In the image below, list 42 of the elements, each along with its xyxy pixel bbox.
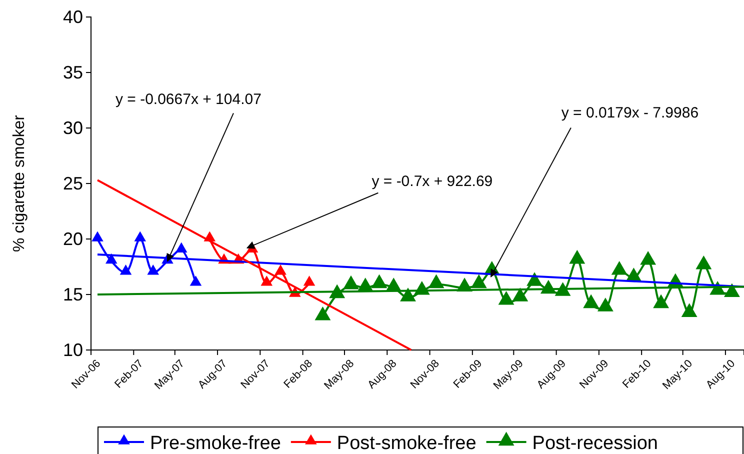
annotation: y = -0.7x + 922.69 [372, 172, 493, 190]
point [147, 264, 159, 275]
point [640, 251, 656, 265]
point [470, 274, 487, 288]
point [526, 272, 542, 286]
y-axis-title: % cigarette smoker [11, 114, 28, 252]
point [120, 264, 132, 275]
y-tick-label: 35 [62, 62, 83, 82]
y-tick-label: 30 [62, 118, 83, 138]
point [597, 298, 614, 312]
point [400, 288, 416, 302]
point [92, 231, 104, 242]
point [583, 294, 600, 308]
point [611, 260, 628, 275]
y-tick-label: 25 [62, 173, 83, 194]
y-tick-label: 10 [62, 340, 83, 360]
point [681, 303, 698, 317]
point [696, 255, 712, 270]
point [371, 274, 388, 288]
point [428, 274, 444, 288]
point [134, 231, 146, 242]
legend-label: Pre-smoke-free [150, 433, 281, 454]
point [175, 242, 188, 252]
y-tick-label: 40 [62, 6, 83, 27]
legend-label: Post-recession [532, 433, 658, 454]
point [303, 276, 316, 286]
point [274, 264, 286, 275]
y-tick-label: 15 [62, 284, 83, 304]
annotation: y = 0.0179x - 7.9986 [561, 104, 699, 122]
point [569, 250, 586, 264]
point [314, 306, 331, 320]
legend-label: Post-smoke-free [336, 433, 476, 454]
annotation: y = -0.0667x + 104.07 [115, 91, 262, 108]
point [512, 288, 528, 302]
point [260, 276, 273, 286]
point [190, 276, 202, 286]
point [653, 294, 670, 308]
point [343, 275, 359, 290]
point [498, 290, 514, 305]
y-tick-label: 20 [62, 228, 83, 249]
point [106, 253, 118, 264]
point [724, 283, 740, 297]
